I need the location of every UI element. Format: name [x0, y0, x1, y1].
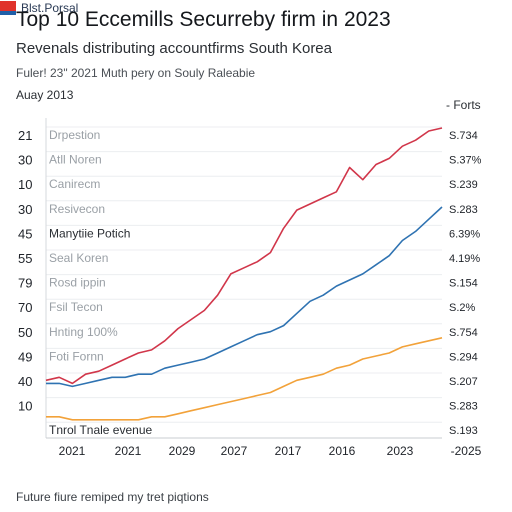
x-tick-label: -2025 — [451, 444, 482, 458]
left-number: 10 — [18, 177, 32, 192]
series-line-3 — [46, 337, 443, 421]
left-number: 45 — [18, 226, 32, 241]
row-label: Drpestion — [49, 128, 100, 142]
x-tick-label: 2027 — [221, 444, 248, 458]
right-value: S.207 — [449, 376, 478, 388]
left-number: 40 — [18, 374, 32, 389]
chart-title: Top 10 Eccemills Securreby firm in 2023 — [16, 8, 391, 31]
right-value: S.283 — [449, 204, 478, 216]
right-value: S.754 — [449, 327, 478, 339]
right-value: S.734 — [449, 130, 478, 142]
x-tick-label: 2021 — [59, 444, 86, 458]
right-value: S.2% — [449, 302, 476, 314]
row-label: Resivecon — [49, 202, 105, 216]
left-number: 30 — [18, 153, 32, 168]
right-value: S.294 — [449, 351, 478, 363]
right-value: S.239 — [449, 179, 478, 191]
row-label: Seal Koren — [49, 251, 108, 265]
left-number: 21 — [18, 128, 32, 143]
left-number: 55 — [18, 251, 32, 266]
right-value: 4.19% — [449, 253, 480, 265]
brand-logo: Blst.Porsal — [0, 0, 512, 16]
row-label: Tnrol Tnale evenue — [49, 423, 153, 437]
row-label: Canirecm — [49, 177, 100, 191]
row-label: Foti Fornn — [49, 349, 104, 363]
chart-note: Fuler! 23" 2021 Muth pery on Souly Ralea… — [16, 66, 256, 80]
right-value: 6.39% — [449, 228, 480, 240]
series-line-2 — [46, 206, 443, 388]
left-number: 30 — [18, 202, 32, 217]
left-number: 10 — [18, 399, 32, 414]
right-value: S.283 — [449, 401, 478, 413]
x-tick-label: 2016 — [329, 444, 356, 458]
row-label: Fsil Tecon — [49, 300, 103, 314]
right-legend-label: - Forts — [446, 98, 481, 112]
row-label: Rosd ippin — [49, 276, 106, 290]
row-label: Atll Noren — [49, 153, 102, 167]
brand-label: Blst.Porsal — [21, 1, 79, 15]
right-value: S.37% — [449, 155, 482, 167]
right-value: S.154 — [449, 278, 478, 290]
x-tick-label: 2017 — [275, 444, 302, 458]
left-number: 49 — [18, 349, 32, 364]
left-number: 79 — [18, 276, 32, 291]
x-tick-label: 2023 — [387, 444, 414, 458]
left-number: 50 — [18, 325, 32, 340]
series-line-1 — [45, 127, 443, 385]
footer-note: Future fiure remiped my tret piqtions — [16, 490, 209, 504]
x-tick-label: 2029 — [169, 444, 196, 458]
row-label: Hnting 100% — [49, 325, 118, 339]
chart-subtitle: Revenals distributing accountfirms South… — [16, 40, 332, 57]
right-value: S.193 — [449, 425, 478, 437]
chart-date: Auay 2013 — [16, 88, 74, 102]
flag-icon — [0, 1, 16, 15]
row-label: Manytiie Potich — [49, 226, 130, 240]
x-tick-label: 2021 — [115, 444, 142, 458]
left-number: 70 — [18, 300, 32, 315]
